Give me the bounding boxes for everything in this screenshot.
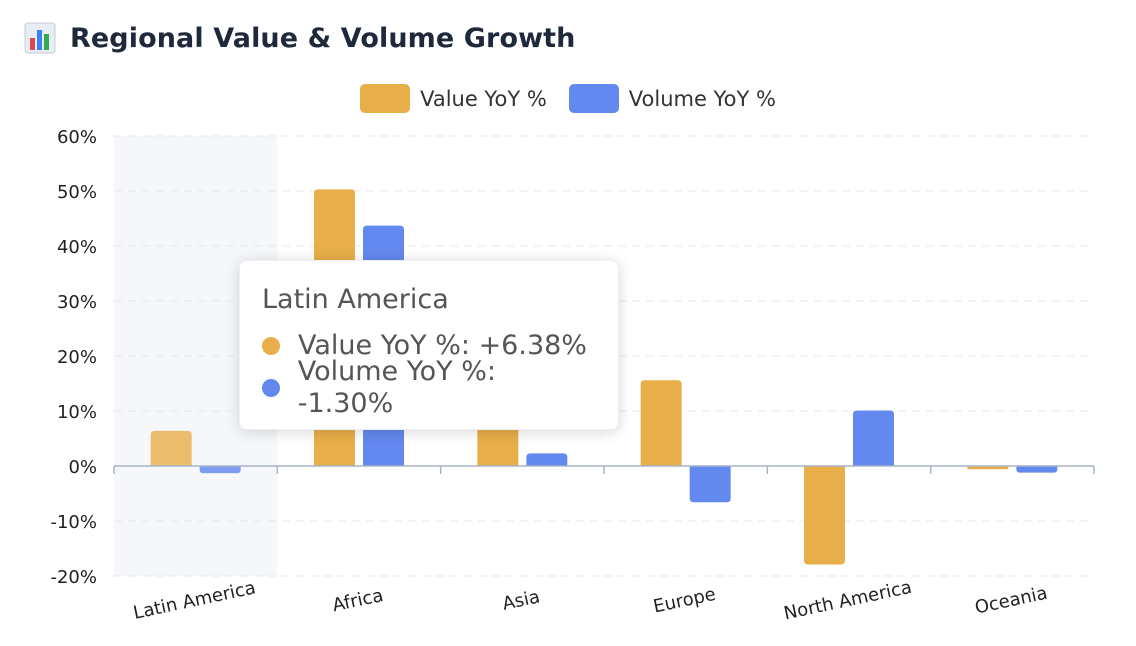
- tooltip-label-value: Value YoY %: +6.38%: [298, 330, 587, 361]
- tooltip-title: Latin America: [262, 284, 449, 315]
- x-tick-label: Oceania: [973, 583, 1049, 619]
- chart-title: Regional Value & Volume Growth: [70, 22, 576, 54]
- tooltip-dot-volume: [262, 379, 280, 397]
- legend-item-value[interactable]: Value YoY %: [360, 84, 547, 113]
- legend-item-volume[interactable]: Volume YoY %: [568, 84, 776, 113]
- y-tick-label: 20%: [57, 347, 97, 368]
- chart-tooltip: Latin America Value YoY %: +6.38% Volume…: [239, 260, 619, 430]
- bar-volume-oceania: [1016, 466, 1058, 473]
- y-tick-label: 30%: [57, 292, 97, 313]
- chart-legend: Value YoY % Volume YoY %: [0, 84, 1136, 113]
- legend-swatch-volume: [568, 84, 619, 113]
- y-tick-label: -20%: [50, 567, 97, 588]
- bar-value-europe: [640, 380, 682, 466]
- chart-title-row: Regional Value & Volume Growth: [24, 22, 576, 54]
- x-tick-label: North America: [782, 577, 914, 625]
- bar-volume-north-america: [853, 410, 894, 466]
- y-tick-label: 60%: [57, 127, 97, 148]
- bar-chart-icon: [24, 22, 56, 54]
- bar-volume-latin-america: [199, 466, 241, 474]
- y-tick-label: 0%: [68, 457, 97, 478]
- legend-swatch-value: [360, 84, 411, 113]
- x-tick-label: Asia: [501, 586, 542, 614]
- bar-value-north-america: [804, 466, 845, 565]
- bar-value-latin-america: [150, 430, 192, 466]
- tooltip-row-volume: Volume YoY %: -1.30%: [262, 356, 596, 419]
- bar-value-oceania: [967, 466, 1009, 470]
- x-tick-label: Africa: [331, 585, 386, 616]
- y-tick-label: 10%: [57, 402, 97, 423]
- y-tick-label: 40%: [57, 237, 97, 258]
- legend-label-volume: Volume YoY %: [628, 86, 776, 111]
- y-tick-label: 50%: [57, 182, 97, 203]
- tooltip-label-volume: Volume YoY %: -1.30%: [297, 356, 497, 419]
- x-tick-label: Europe: [651, 584, 717, 618]
- y-tick-label: -10%: [50, 512, 97, 533]
- x-tick-label: Latin America: [131, 577, 257, 623]
- tooltip-row-value: Value YoY %: +6.38%: [262, 325, 596, 367]
- legend-label-value: Value YoY %: [420, 86, 547, 111]
- tooltip-dot-value: [262, 337, 280, 355]
- bar-volume-europe: [689, 466, 731, 503]
- bar-volume-asia: [526, 453, 568, 466]
